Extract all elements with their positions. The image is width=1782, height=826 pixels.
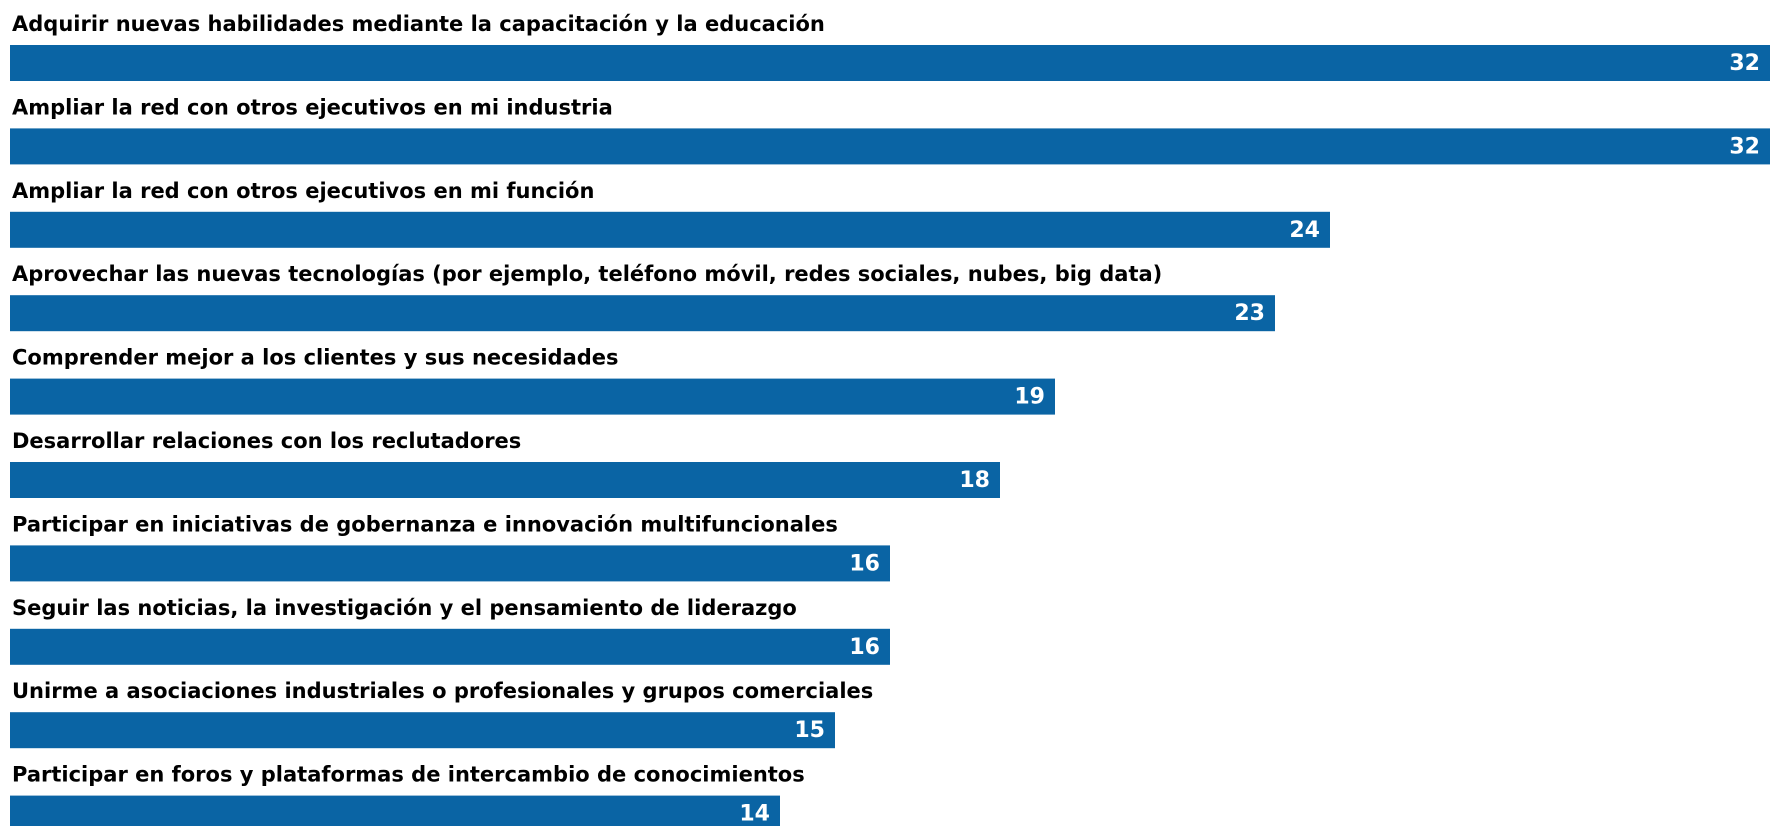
category-label: Unirme a asociaciones industriales o pro… — [12, 679, 873, 703]
category-label: Participar en foros y plataformas de int… — [12, 763, 805, 787]
value-label: 23 — [1234, 301, 1265, 326]
value-label: 14 — [739, 802, 770, 826]
bar — [10, 378, 1055, 415]
category-label: Aprovechar las nuevas tecnologías (por e… — [12, 262, 1162, 286]
category-label: Comprender mejor a los clientes y sus ne… — [12, 346, 619, 370]
bar — [10, 211, 1330, 248]
bar — [10, 295, 1275, 332]
bar — [10, 795, 780, 826]
category-label: Adquirir nuevas habilidades mediante la … — [12, 12, 825, 36]
bar — [10, 462, 1000, 498]
bar — [10, 712, 835, 749]
value-label: 19 — [1014, 385, 1045, 410]
value-label: 24 — [1289, 218, 1320, 243]
value-label: 16 — [849, 551, 880, 576]
value-label: 32 — [1729, 51, 1760, 76]
category-label: Ampliar la red con otros ejecutivos en m… — [12, 179, 594, 203]
bar — [10, 628, 890, 665]
category-label: Ampliar la red con otros ejecutivos en m… — [12, 95, 613, 119]
bar — [10, 545, 890, 582]
value-label: 16 — [849, 635, 880, 660]
value-label: 15 — [794, 718, 825, 743]
bar — [10, 128, 1770, 165]
category-label: Participar en iniciativas de gobernanza … — [12, 512, 838, 536]
category-label: Desarrollar relaciones con los reclutado… — [12, 429, 521, 453]
bar — [10, 45, 1770, 81]
category-label: Seguir las noticias, la investigación y … — [12, 596, 797, 620]
value-label: 32 — [1729, 134, 1760, 159]
value-label: 18 — [959, 468, 990, 493]
